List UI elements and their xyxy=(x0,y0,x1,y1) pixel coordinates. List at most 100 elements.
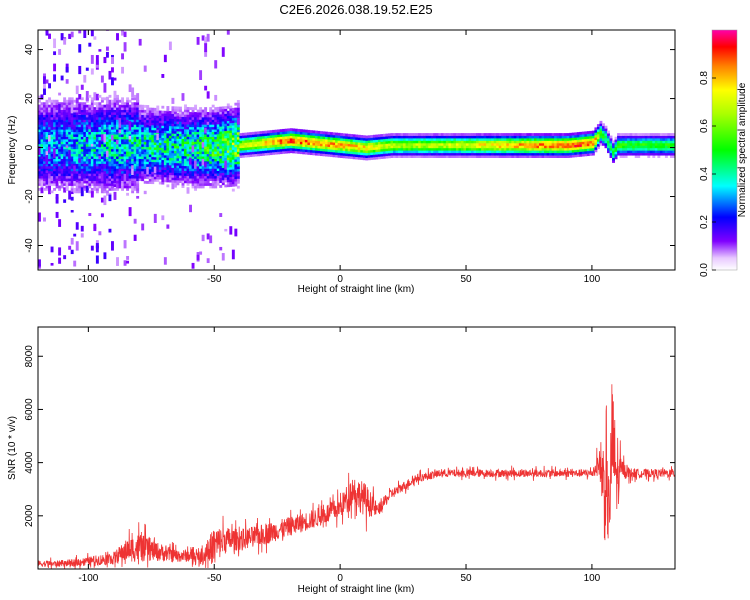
spectrogram-cell xyxy=(216,128,220,132)
spectrogram-cell xyxy=(549,142,553,146)
spectrogram-cell xyxy=(43,134,46,137)
spectrogram-cell xyxy=(314,150,318,154)
spectrogram-cell xyxy=(259,148,263,152)
spectrogram-cell xyxy=(176,180,180,183)
spectrogram-cell xyxy=(415,147,419,151)
spectrogram-cell xyxy=(138,158,142,162)
spectrogram-cell xyxy=(493,150,497,154)
spectrogram-cell xyxy=(564,150,568,154)
spectrogram-cell xyxy=(121,165,125,169)
spectrogram-cell xyxy=(121,53,125,60)
spectrogram-cell xyxy=(73,146,77,150)
spectrogram-cell xyxy=(121,151,125,155)
spectrogram-cell xyxy=(229,113,233,116)
spectrogram-cell xyxy=(45,146,49,150)
spectrogram-cell xyxy=(63,136,67,140)
spectrogram-cell xyxy=(176,150,180,154)
spectrogram-cell xyxy=(267,132,271,136)
spectrogram-cell xyxy=(229,169,233,173)
spectrogram-cell xyxy=(105,150,109,158)
spectrogram-cell xyxy=(642,142,646,146)
spectrogram-cell xyxy=(420,155,424,158)
spectrogram-cell xyxy=(486,155,490,158)
spectrogram-cell xyxy=(118,148,122,152)
spectrogram-cell xyxy=(564,140,568,144)
spectrogram-cell xyxy=(226,135,230,139)
spectrogram-cell xyxy=(98,112,102,115)
spectrogram-cell xyxy=(90,114,94,118)
spectrogram-cell xyxy=(116,175,119,179)
spectrogram-cell xyxy=(75,136,79,140)
spectrogram-cell xyxy=(196,112,200,115)
spectrogram-cell xyxy=(38,212,41,222)
spectrogram-cell xyxy=(468,150,472,154)
spectrogram-cell xyxy=(60,148,64,152)
spectrogram-cell xyxy=(58,124,62,128)
spectrogram-cell xyxy=(307,139,311,143)
spectrogram-cell xyxy=(100,112,104,115)
spectrogram-cell xyxy=(80,225,84,232)
spectrogram-cell xyxy=(93,158,97,162)
spectrogram-cell xyxy=(241,154,245,158)
spectrogram-cell xyxy=(189,138,192,142)
spectrogram-cell xyxy=(93,180,97,184)
spectrogram-cell xyxy=(297,136,301,140)
spectrogram-cell xyxy=(589,150,593,154)
spectrogram-cell xyxy=(355,141,359,145)
spectrogram-cell xyxy=(478,147,482,151)
spectrogram-cell xyxy=(579,134,583,138)
spectrogram-cell xyxy=(171,123,175,127)
spectrogram-cell xyxy=(108,136,112,140)
spectrogram-cell xyxy=(211,136,215,140)
spectrogram-cell xyxy=(601,142,605,146)
spectrogram-cell xyxy=(138,161,142,164)
spectrogram-cell xyxy=(98,116,102,120)
spectrogram-cell xyxy=(80,134,84,137)
spectrogram-cell xyxy=(395,138,399,141)
spectrogram-cell xyxy=(176,135,180,139)
spectrogram-cell xyxy=(257,131,260,135)
spectrogram-cell xyxy=(178,165,182,169)
spectrogram-cell xyxy=(133,178,137,182)
spectrogram-cell xyxy=(468,133,472,136)
spectrogram-cell xyxy=(669,155,673,158)
spectrogram-cell xyxy=(236,144,240,147)
spectrogram-cell xyxy=(161,113,165,116)
spectrogram-cell xyxy=(50,148,54,152)
spectrogram-cell xyxy=(75,114,79,118)
spectrogram-cell xyxy=(118,151,122,155)
spectrogram-cell xyxy=(312,140,316,144)
spectrogram-cell xyxy=(178,128,182,132)
spectrogram-cell xyxy=(194,148,198,152)
spectrogram-cell xyxy=(226,132,230,136)
spectrogram-cell xyxy=(367,154,371,158)
spectrogram-cell xyxy=(327,146,331,150)
spectrogram-cell xyxy=(108,170,112,174)
spectrogram-cell xyxy=(156,117,160,121)
spectrogram-cell xyxy=(113,170,117,174)
spectrogram-cell xyxy=(375,149,379,153)
spectrogram-cell xyxy=(219,128,223,132)
spectrogram-cell xyxy=(194,136,198,140)
spectrogram-cell xyxy=(186,170,190,174)
spectrogram-cell xyxy=(634,133,638,136)
spectrogram-cell xyxy=(216,131,220,135)
spectrogram-cell xyxy=(199,161,203,164)
spectrogram-cell xyxy=(357,134,361,138)
spectrogram-cell xyxy=(53,131,57,135)
spectrogram-cell xyxy=(45,148,49,152)
spectrogram-cell xyxy=(531,152,535,156)
spectrogram-cell xyxy=(78,185,82,189)
spectrogram-cell xyxy=(98,94,102,98)
spectrogram-cell xyxy=(632,140,636,144)
spectrogram-cell xyxy=(649,152,653,156)
spectrogram-cell xyxy=(171,133,175,137)
spectrogram-cell xyxy=(216,138,220,142)
spectrogram-cell xyxy=(116,163,119,167)
spectrogram-cell xyxy=(541,152,545,156)
spectrogram-cell xyxy=(83,121,87,125)
spectrogram-cell xyxy=(98,129,102,133)
spectrogram-cell xyxy=(40,138,44,142)
spectrogram-cell xyxy=(481,145,485,149)
spectrogram-cell xyxy=(624,145,628,149)
